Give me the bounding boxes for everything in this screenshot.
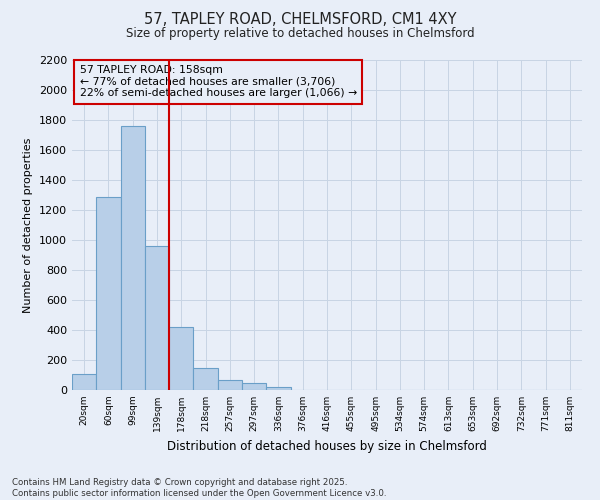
Bar [96, 196, 121, 390]
Bar [218, 380, 242, 390]
Bar [121, 126, 145, 390]
Text: Size of property relative to detached houses in Chelmsford: Size of property relative to detached ho… [125, 28, 475, 40]
X-axis label: Distribution of detached houses by size in Chelmsford: Distribution of detached houses by size … [167, 440, 487, 452]
Text: 57, TAPLEY ROAD, CHELMSFORD, CM1 4XY: 57, TAPLEY ROAD, CHELMSFORD, CM1 4XY [144, 12, 456, 28]
Bar [145, 246, 169, 390]
Bar [72, 374, 96, 390]
Text: Contains HM Land Registry data © Crown copyright and database right 2025.
Contai: Contains HM Land Registry data © Crown c… [12, 478, 386, 498]
Text: 57 TAPLEY ROAD: 158sqm
← 77% of detached houses are smaller (3,706)
22% of semi-: 57 TAPLEY ROAD: 158sqm ← 77% of detached… [80, 65, 357, 98]
Bar [266, 387, 290, 390]
Bar [193, 368, 218, 390]
Bar [169, 327, 193, 390]
Bar [242, 383, 266, 390]
Y-axis label: Number of detached properties: Number of detached properties [23, 138, 34, 312]
